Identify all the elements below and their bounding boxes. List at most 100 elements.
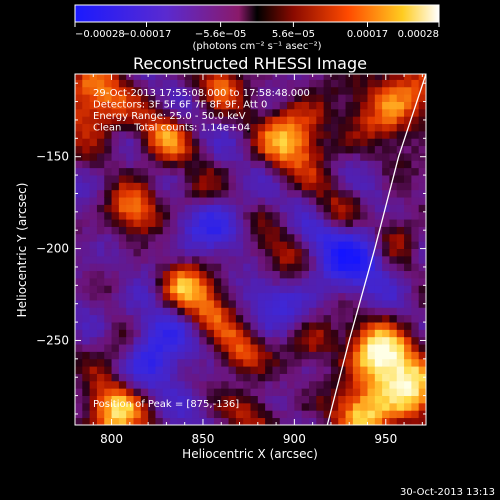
heatmap-cell	[330, 226, 339, 235]
heatmap-cell	[111, 366, 120, 374]
heatmap-cell	[418, 233, 426, 242]
heatmap-cell	[213, 189, 222, 198]
heatmap-cell	[126, 255, 134, 264]
heatmap-cell	[345, 108, 354, 117]
heatmap-cell	[213, 366, 222, 374]
heatmap-cell	[279, 211, 288, 220]
heatmap-cell	[330, 233, 339, 242]
colorbar-tick-label: −0.00028	[75, 29, 125, 40]
heatmap-cell	[235, 329, 244, 338]
heatmap-cell	[118, 226, 127, 235]
heatmap-cell	[235, 351, 244, 360]
heatmap-cell	[338, 277, 346, 286]
heatmap-cell	[338, 123, 346, 132]
heatmap-cell	[82, 138, 91, 147]
heatmap-cell	[316, 182, 325, 191]
heatmap-cell	[104, 94, 112, 102]
heatmap-cell	[148, 226, 156, 235]
heatmap-cell	[396, 123, 405, 132]
heatmap-cell	[82, 211, 91, 220]
heatmap-cell	[287, 300, 295, 308]
heatmap-cell	[221, 300, 229, 308]
heatmap-cell	[345, 167, 354, 176]
heatmap-cell	[287, 175, 295, 183]
heatmap-cell	[235, 307, 244, 316]
heatmap-cell	[192, 160, 200, 169]
heatmap-cell	[75, 263, 83, 272]
heatmap-cell	[199, 277, 208, 286]
heatmap-cell	[330, 366, 339, 374]
heatmap-cell	[257, 358, 266, 367]
heatmap-cell	[228, 410, 237, 419]
heatmap-cell	[213, 86, 222, 95]
heatmap-cell	[75, 388, 83, 396]
heatmap-cell	[279, 322, 288, 330]
peak-position-label: Position of Peak = [875,-136]	[93, 399, 239, 410]
heatmap-cell	[316, 130, 325, 139]
heatmap-cell	[148, 153, 156, 161]
heatmap-cell	[396, 351, 405, 360]
heatmap-cell	[287, 108, 295, 117]
heatmap-cell	[140, 86, 149, 95]
heatmap-cell	[352, 189, 361, 198]
heatmap-cell	[272, 138, 281, 147]
heatmap-cell	[75, 395, 83, 404]
heatmap-cell	[367, 351, 376, 360]
heatmap-cell	[213, 108, 222, 117]
heatmap-cell	[272, 189, 281, 198]
heatmap-cell	[148, 116, 156, 125]
heatmap-cell	[177, 189, 186, 198]
heatmap-cell	[221, 241, 229, 249]
heatmap-cell	[374, 314, 383, 323]
heatmap-cell	[360, 226, 368, 235]
heatmap-cell	[118, 300, 127, 308]
heatmap-cell	[162, 211, 171, 220]
heatmap-cell	[257, 351, 266, 360]
heatmap-cell	[396, 366, 405, 374]
heatmap-cell	[75, 182, 83, 191]
heatmap-cell	[192, 130, 200, 139]
heatmap-cell	[213, 197, 222, 205]
heatmap-cell	[301, 417, 310, 425]
heatmap-cell	[309, 138, 317, 147]
heatmap-cell	[170, 219, 178, 227]
heatmap-cell	[250, 116, 259, 125]
heatmap-cell	[309, 410, 317, 419]
heatmap-cell	[301, 94, 310, 102]
heatmap-cell	[338, 241, 346, 249]
heatmap-cell	[323, 410, 332, 419]
heatmap-cell	[140, 314, 149, 323]
heatmap-cell	[177, 79, 186, 88]
heatmap-cell	[126, 241, 134, 249]
heatmap-cell	[301, 197, 310, 205]
heatmap-cell	[170, 366, 178, 374]
heatmap-cell	[338, 307, 346, 316]
heatmap-cell	[316, 322, 325, 330]
heatmap-cell	[257, 175, 266, 183]
heatmap-cell	[96, 197, 105, 205]
heatmap-cell	[133, 248, 142, 257]
heatmap-cell	[221, 263, 229, 272]
heatmap-cell	[140, 336, 149, 345]
heatmap-cell	[111, 160, 120, 169]
heatmap-cell	[287, 366, 295, 374]
heatmap-cell	[148, 138, 156, 147]
heatmap-cell	[301, 138, 310, 147]
heatmap-cell	[104, 263, 112, 272]
heatmap-cell	[162, 153, 171, 161]
heatmap-cell	[316, 101, 325, 110]
heatmap-cell	[345, 116, 354, 125]
heatmap-cell	[192, 373, 200, 382]
heatmap-cell	[330, 138, 339, 147]
heatmap-cell	[126, 182, 134, 191]
heatmap-cell	[382, 86, 390, 95]
heatmap-cell	[221, 285, 229, 294]
heatmap-cell	[104, 329, 112, 338]
heatmap-cell	[309, 241, 317, 249]
heatmap-cell	[82, 329, 91, 338]
heatmap-cell	[82, 226, 91, 235]
heatmap-cell	[257, 314, 266, 323]
heatmap-cell	[279, 292, 288, 301]
heatmap-cell	[206, 167, 215, 176]
heatmap-cell	[235, 153, 244, 161]
